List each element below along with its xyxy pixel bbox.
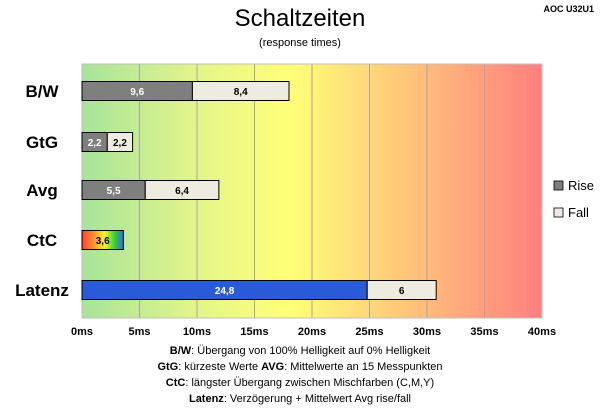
footnote-part: : Mittelwerte an 15 Messpunkten [284,361,442,373]
category-label: Avg [26,181,58,200]
fall-bar [144,180,220,200]
legend-fall-label: Fall [568,205,589,220]
latency-avg-bar [366,280,437,300]
bars: 9,6 8,4 2,2 2,2 5,5 6,4 3,6 24,8 6 [81,81,437,300]
x-tick-label: 10ms [183,326,211,338]
footnotes: B/W: Übergang von 100% Helligkeit auf 0%… [157,345,442,405]
footnote-part: : Übergang von 100% Helligkeit auf 0% He… [191,345,430,357]
category-label: Latenz [15,281,69,300]
footnote-part: GtG [157,361,178,373]
x-tick-label: 20ms [298,326,326,338]
x-tick-label: 40ms [528,326,556,338]
footnote-line: GtG: kürzeste Werte AVG: Mittelwerte an … [157,361,442,373]
footnote-part: B/W [170,345,192,357]
ctc-bar [81,230,124,250]
bar-value-label: 6,4 [175,186,189,197]
chart-title: Schaltzeiten [235,5,366,32]
footnote-part: : kürzeste Werte [178,361,261,373]
bar-value-label: 6 [399,286,405,297]
x-tick-label: 30ms [413,326,441,338]
bar-value-label: 2,2 [113,138,127,149]
footnote-line: CtC: längster Übergang zwischen Mischfar… [166,377,434,389]
footnote-line: B/W: Übergang von 100% Helligkeit auf 0%… [170,345,430,357]
legend: Rise Fall [553,178,594,220]
legend-fall-swatch [553,207,564,218]
footnote-part: CtC [166,377,186,389]
x-tick-label: 0ms [71,326,93,338]
footnote-part: AVG [261,361,284,373]
category-label: CtC [27,231,57,250]
x-tick-label: 5ms [128,326,150,338]
legend-rise-label: Rise [568,178,594,193]
footnote-line: Latenz: Verzögerung + Mittelwert Avg ris… [189,393,411,405]
bar-value-label: 5,5 [107,186,121,197]
bar-value-label: 3,6 [96,236,110,247]
x-tick-label: 35ms [470,326,498,338]
bar-value-label: 9,6 [130,87,144,98]
x-tick-label: 15ms [240,326,268,338]
footnote-part: Latenz [189,393,224,405]
fall-bar [106,132,134,152]
x-axis-ticks: 0ms 5ms 10ms 15ms 20ms 25ms 30ms 35ms 40ms [71,326,556,338]
bar-value-label: 2,2 [88,138,102,149]
fall-bar [191,81,290,101]
model-label: AOC U32U1 [543,4,594,14]
category-labels: B/W GtG Avg CtC Latenz [15,82,69,300]
category-label: GtG [26,133,58,152]
legend-rise-swatch [553,180,564,191]
chart-subtitle: (response times) [259,37,341,49]
footnote-part: : Verzögerung + Mittelwert Avg rise/fall [224,393,411,405]
category-label: B/W [25,82,59,101]
bar-value-label: 8,4 [234,87,248,98]
bar-value-label: 24,8 [215,286,235,297]
footnote-part: : längster Übergang zwischen Mischfarben… [185,377,434,389]
x-tick-label: 25ms [355,326,383,338]
